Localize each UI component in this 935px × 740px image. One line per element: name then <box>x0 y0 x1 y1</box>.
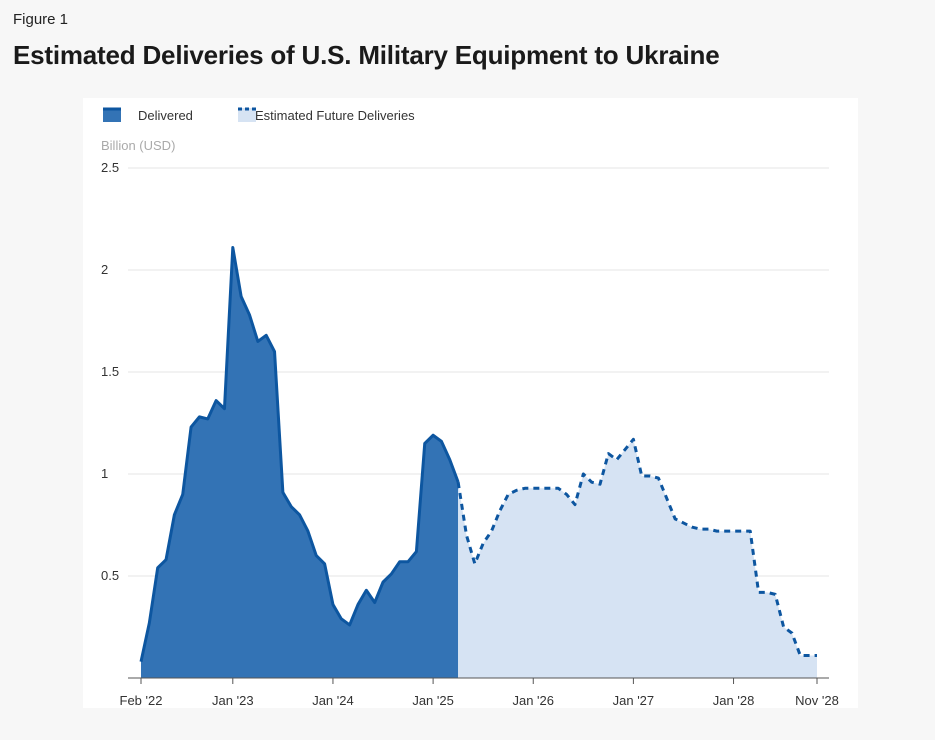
x-tick-label: Jan '27 <box>613 693 655 708</box>
chart-panel: Delivered Estimated Future Deliveries Bi… <box>83 98 858 708</box>
future-line <box>456 437 817 658</box>
chart-title: Estimated Deliveries of U.S. Military Eq… <box>13 40 720 70</box>
legend-label-future: Estimated Future Deliveries <box>255 108 415 123</box>
chart-svg: Delivered Estimated Future Deliveries Bi… <box>101 107 839 708</box>
delivered-area <box>141 247 459 678</box>
y-tick-label: 1.5 <box>101 364 119 379</box>
delivered-line <box>139 246 460 662</box>
legend-label-delivered: Delivered <box>138 108 193 123</box>
future-area <box>458 439 817 678</box>
legend-swatch-future <box>238 108 256 122</box>
x-tick-label: Jan '28 <box>713 693 755 708</box>
y-tick-label: 2.5 <box>101 160 119 175</box>
x-tick-label: Jan '24 <box>312 693 354 708</box>
x-tick-label: Feb '22 <box>120 693 163 708</box>
y-tick-label: 1 <box>101 466 108 481</box>
y-tick-label: 2 <box>101 262 108 277</box>
x-tick-label: Jan '23 <box>212 693 254 708</box>
y-tick-label: 0.5 <box>101 568 119 583</box>
y-axis-unit-label: Billion (USD) <box>101 138 175 153</box>
x-tick-label: Jan '25 <box>412 693 454 708</box>
x-tick-label: Jan '26 <box>512 693 554 708</box>
x-tick-label: Nov '28 <box>795 693 839 708</box>
figure-label: Figure 1 <box>13 11 69 28</box>
legend-swatch-delivered <box>103 108 121 122</box>
